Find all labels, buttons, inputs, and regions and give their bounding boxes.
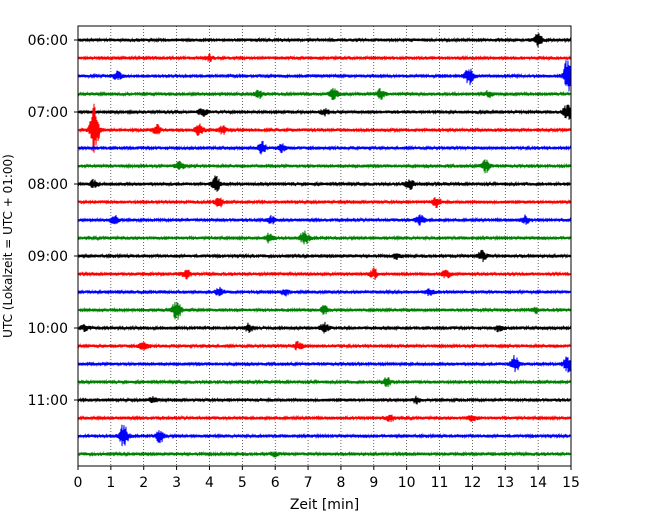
plot-frame bbox=[77, 25, 572, 467]
x-tick-label: 14 bbox=[529, 475, 547, 491]
x-tick-label: 11 bbox=[431, 475, 449, 491]
y-tick-label: 06:00 bbox=[28, 33, 68, 49]
trace-60 bbox=[78, 104, 571, 120]
trace-135 bbox=[78, 197, 571, 209]
trace-0 bbox=[78, 33, 571, 48]
trace-120 bbox=[78, 175, 571, 192]
trace-345 bbox=[78, 450, 571, 458]
trace-225 bbox=[78, 301, 571, 320]
trace-195 bbox=[78, 267, 571, 280]
y-tick-label: 07:00 bbox=[28, 105, 68, 121]
y-tick-label: 09:00 bbox=[28, 249, 68, 265]
trace-150 bbox=[78, 214, 571, 226]
x-tick-label: 0 bbox=[74, 475, 83, 491]
x-tick-label: 8 bbox=[336, 475, 345, 491]
trace-300 bbox=[78, 395, 571, 405]
vertical-grid bbox=[110, 26, 539, 466]
x-tick-label: 4 bbox=[205, 475, 214, 491]
x-tick-label: 3 bbox=[172, 475, 181, 491]
trace-330 bbox=[78, 424, 571, 447]
trace-165 bbox=[78, 230, 571, 245]
x-tick-label: 15 bbox=[562, 475, 580, 491]
y-tick-label: 10:00 bbox=[28, 321, 68, 337]
y-axis-ticks: 06:00 07:00 08:00 09:00 10:00 11:00 bbox=[28, 33, 78, 409]
trace-315 bbox=[78, 414, 571, 423]
x-tick-label: 6 bbox=[271, 475, 280, 491]
trace-45 bbox=[78, 87, 571, 101]
trace-75 bbox=[78, 103, 571, 153]
x-tick-label: 5 bbox=[238, 475, 247, 491]
trace-15 bbox=[78, 53, 571, 62]
x-axis-ticks: 0 1 2 3 4 5 6 7 8 9 10 11 12 13 14 15 bbox=[74, 466, 580, 491]
x-tick-label: 13 bbox=[496, 475, 514, 491]
y-tick-label: 08:00 bbox=[28, 177, 68, 193]
trace-180 bbox=[78, 249, 571, 263]
y-axis-label: UTC (Lokalzeit = UTC + 01:00) bbox=[1, 154, 15, 338]
trace-90 bbox=[78, 140, 571, 155]
x-tick-label: 9 bbox=[369, 475, 378, 491]
x-tick-label: 2 bbox=[139, 475, 148, 491]
trace-210 bbox=[78, 286, 571, 297]
trace-255 bbox=[78, 340, 571, 351]
trace-105 bbox=[78, 159, 571, 174]
trace-30 bbox=[78, 60, 571, 92]
x-tick-label: 7 bbox=[304, 475, 313, 491]
trace-270 bbox=[78, 355, 571, 373]
x-axis-label: Zeit [min] bbox=[290, 497, 359, 513]
x-tick-label: 12 bbox=[463, 475, 481, 491]
x-tick-label: 1 bbox=[106, 475, 115, 491]
trace-240 bbox=[78, 321, 571, 334]
seismic-traces bbox=[78, 33, 571, 458]
x-tick-label: 10 bbox=[398, 475, 416, 491]
y-tick-label: 11:00 bbox=[28, 393, 68, 409]
trace-285 bbox=[78, 377, 571, 388]
